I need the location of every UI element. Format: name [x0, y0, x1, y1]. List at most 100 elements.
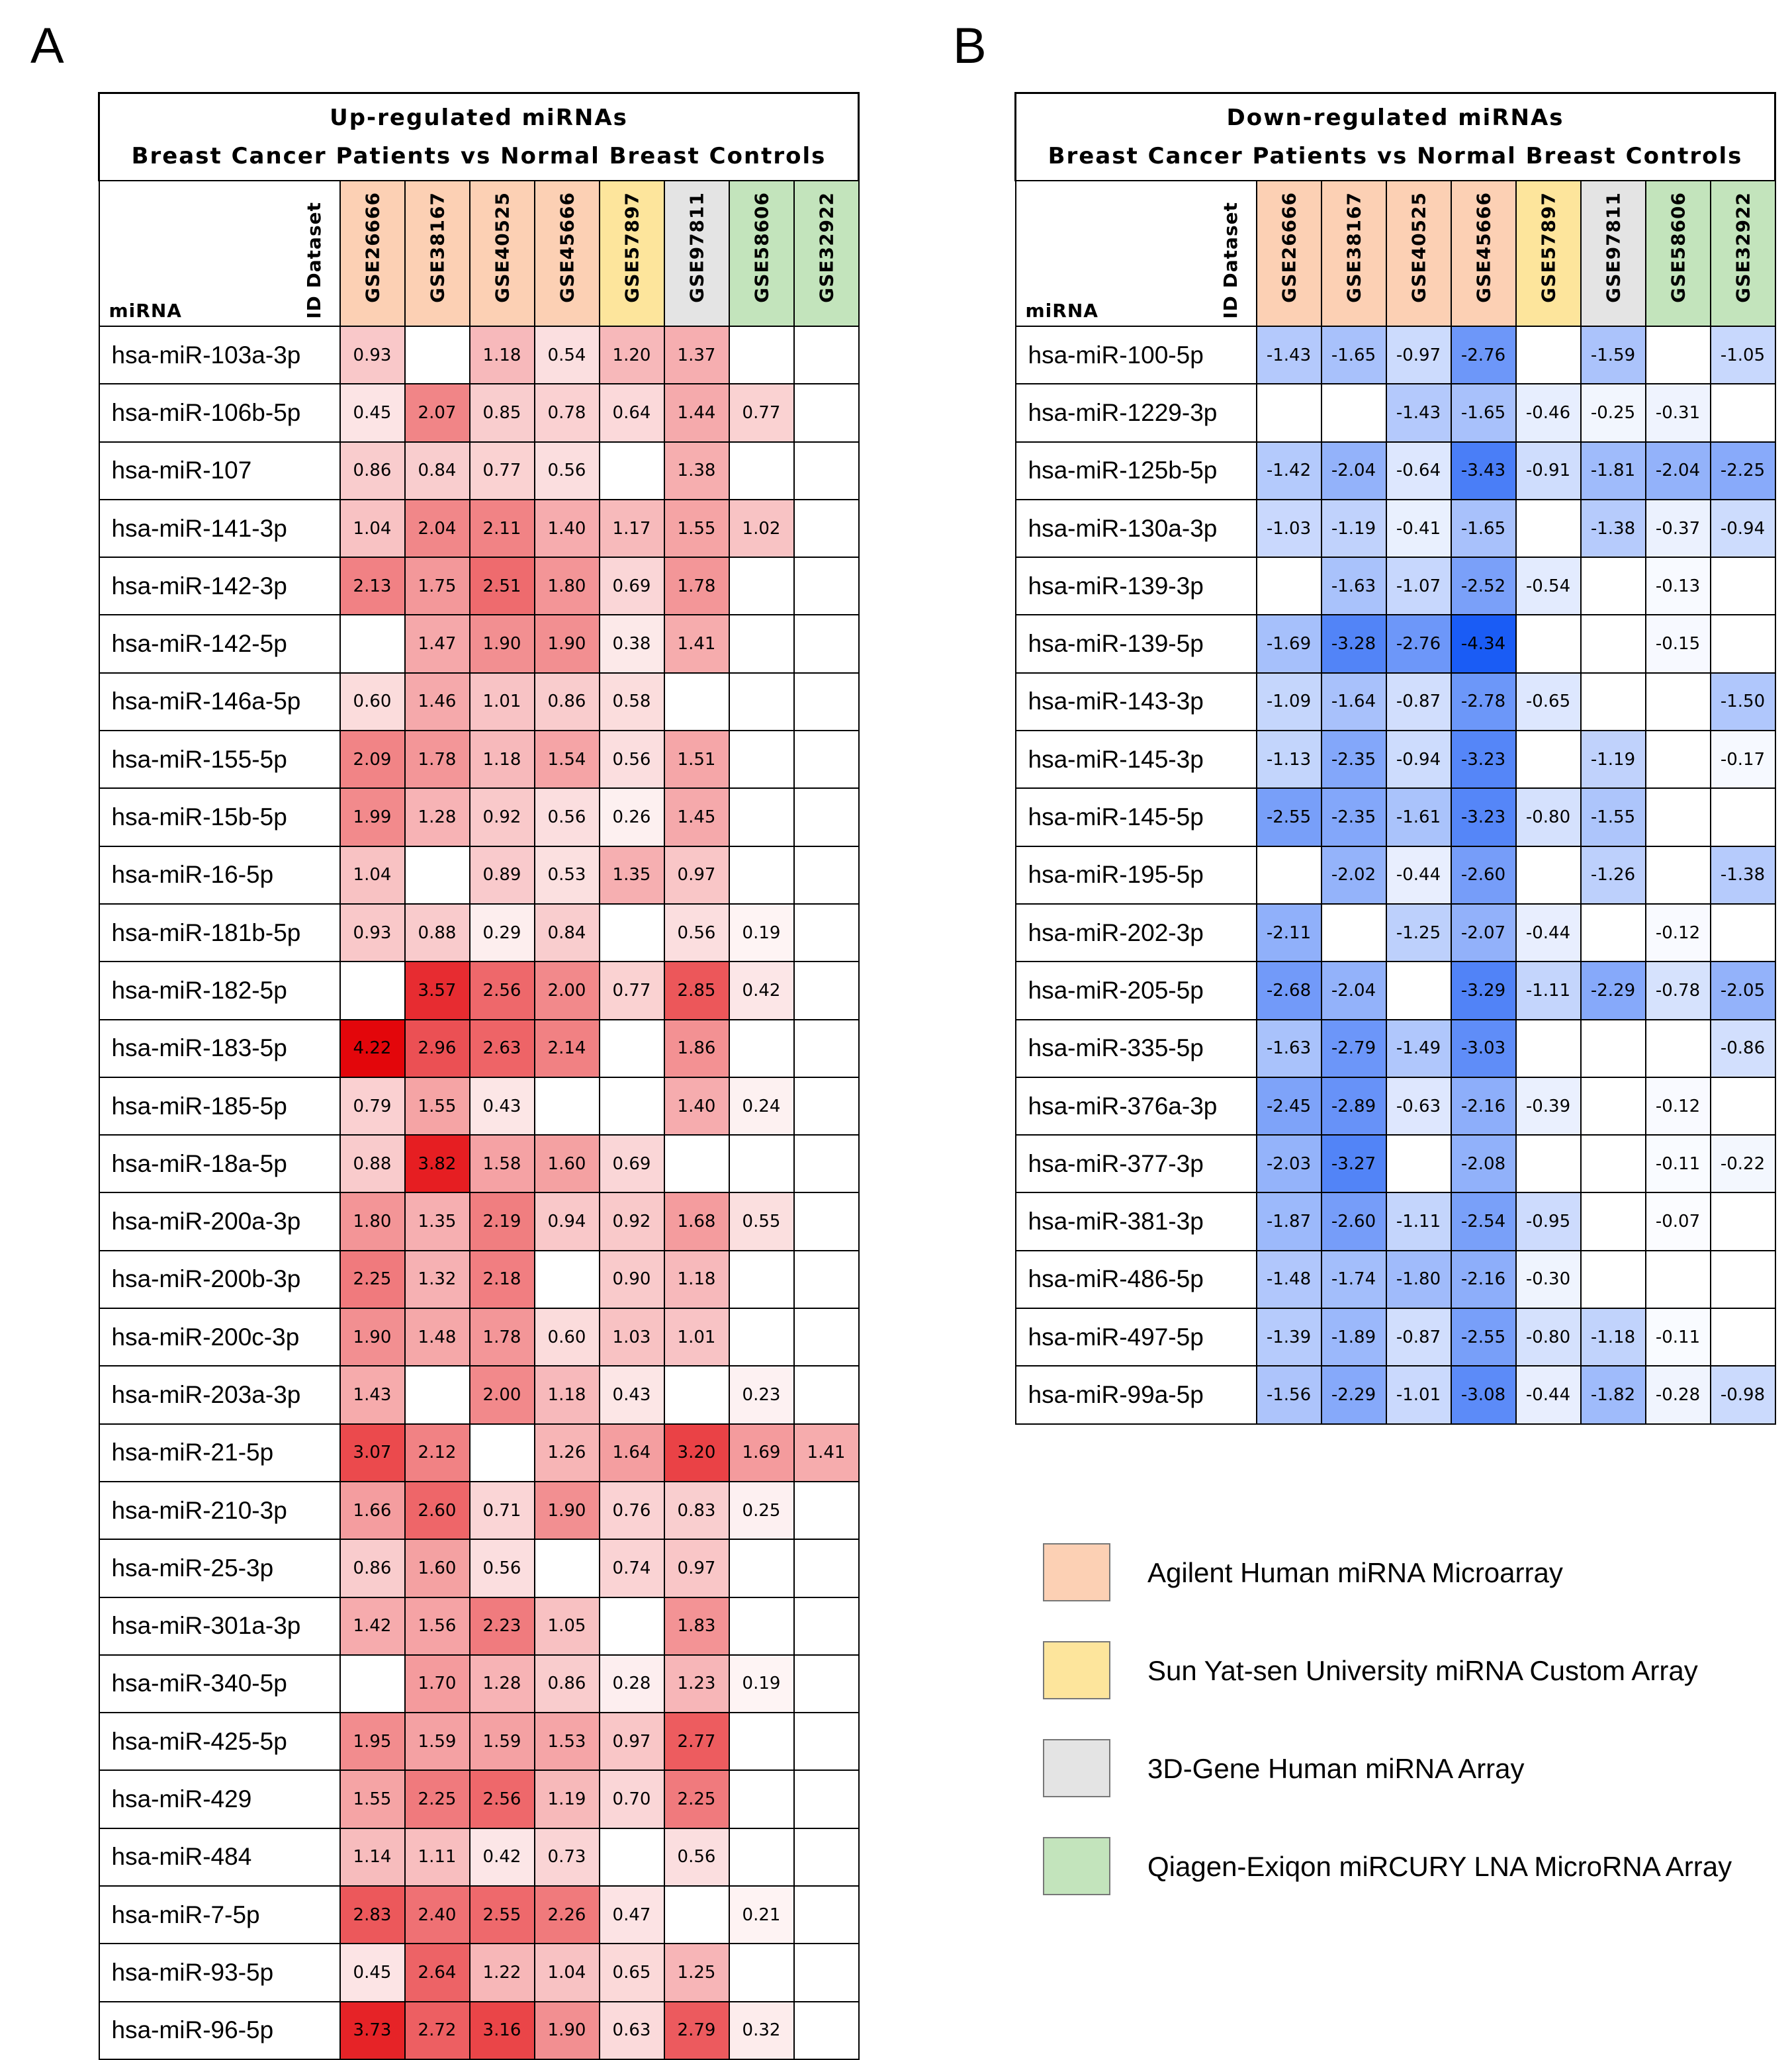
up-mirna-label: hsa-miR-142-3p — [98, 557, 341, 616]
up-heatmap-cell: 2.55 — [469, 1885, 535, 1945]
up-heatmap-cell: 0.42 — [469, 1827, 535, 1887]
up-heatmap-cell — [533, 1249, 600, 1310]
down-heatmap-cell: -2.45 — [1255, 1076, 1322, 1136]
down-heatmap-cell: -1.01 — [1385, 1365, 1452, 1425]
down-heatmap-row: hsa-miR-205-5p -2.68 -2.04 -3.29 -1.11 -2.29-… — [1014, 961, 1776, 1020]
up-heatmap-cell: 1.17 — [598, 498, 665, 559]
down-mirna-label: hsa-miR-139-5p — [1014, 614, 1257, 674]
up-heatmap-row: hsa-miR-340-5p 1.70 1.28 0.86 0.28 1.23 0.19 — [98, 1654, 860, 1714]
up-heatmap-cell: 1.47 — [404, 614, 470, 674]
up-heatmap-row: hsa-miR-106b-5p 0.45 2.07 0.85 0.78 0.64 1.44 0… — [98, 383, 860, 443]
down-heatmap-cell — [1644, 845, 1711, 905]
down-heatmap-row: hsa-miR-497-5p -1.39 -1.89 -0.87 -2.55 -0.80-… — [1014, 1308, 1776, 1367]
down-heatmap-row: hsa-miR-1229-3p -1.43 -1.65 -0.46 -0.25 -0.31 — [1014, 383, 1776, 443]
down-heatmap-cell — [1255, 557, 1322, 616]
up-heatmap-cell — [339, 961, 406, 1020]
up-heatmap-cell: 1.28 — [404, 787, 470, 847]
up-heatmap-cell: 1.26 — [533, 1423, 600, 1482]
up-heatmap-cell: 0.47 — [598, 1885, 665, 1945]
up-heatmap-cell: 2.56 — [469, 961, 535, 1020]
up-mirna-label: hsa-miR-107 — [98, 441, 341, 500]
up-heatmap-cell — [793, 325, 860, 385]
down-heatmap-cell: -1.13 — [1255, 730, 1322, 789]
down-heatmap-cell: -0.12 — [1644, 1076, 1711, 1136]
down-heatmap-cell — [1580, 1076, 1646, 1136]
up-heatmap-cell: 1.05 — [533, 1596, 600, 1656]
up-heatmap-cell: 0.29 — [469, 903, 535, 963]
down-dataset-header: GSE57897 — [1515, 180, 1582, 327]
up-heatmap-cell — [663, 672, 730, 732]
up-heatmap-row: hsa-miR-15b-5p 1.99 1.28 0.92 0.56 0.26 1.45 — [98, 787, 860, 847]
up-heatmap-cell — [793, 1076, 860, 1136]
up-heatmap-cell: 0.93 — [339, 903, 406, 963]
down-heatmap-cell: -1.05 — [1709, 325, 1776, 385]
up-heatmap-cell — [598, 1076, 665, 1136]
up-heatmap-cell: 1.58 — [469, 1134, 535, 1194]
down-mirna-label: hsa-miR-143-3p — [1014, 672, 1257, 732]
up-heatmap-cell: 0.79 — [339, 1076, 406, 1136]
up-dataset-header: GSE26666 — [339, 180, 406, 327]
up-heatmap-row: hsa-miR-301a-3p 1.42 1.56 2.23 1.05 1.83 — [98, 1596, 860, 1656]
down-heatmap-cell: -1.03 — [1255, 498, 1322, 559]
down-heatmap-cell — [1644, 1018, 1711, 1078]
down-heatmap-cell — [1709, 787, 1776, 847]
down-heatmap-cell: -0.44 — [1385, 845, 1452, 905]
up-heatmap-cell: 2.77 — [663, 1712, 730, 1771]
up-heatmap-cell: 0.54 — [533, 325, 600, 385]
down-heatmap-cell — [1255, 383, 1322, 443]
down-dataset-label: GSE38167 — [1343, 192, 1365, 303]
down-heatmap-cell: -2.11 — [1255, 903, 1322, 963]
up-heatmap-cell: 1.41 — [663, 614, 730, 674]
up-heatmap-cell: 0.58 — [598, 672, 665, 732]
up-heatmap-cell: 1.55 — [339, 1769, 406, 1829]
up-heatmap-cell — [598, 1018, 665, 1078]
up-heatmap-cell: 1.18 — [469, 325, 535, 385]
down-heatmap-cell: -1.65 — [1320, 325, 1387, 385]
down-heatmap-cell: -1.87 — [1255, 1192, 1322, 1251]
up-heatmap-row: hsa-miR-142-3p 2.13 1.75 2.51 1.80 0.69 1.78 — [98, 557, 860, 616]
down-heatmap-cell: -3.23 — [1450, 730, 1517, 789]
down-heatmap-cell: -0.95 — [1515, 1192, 1582, 1251]
up-dataset-header: GSE97811 — [663, 180, 730, 327]
up-heatmap-cell: 1.59 — [469, 1712, 535, 1771]
up-heatmap-cell — [728, 1018, 795, 1078]
up-heatmap-cell — [793, 1192, 860, 1251]
up-heatmap-cell: 1.86 — [663, 1018, 730, 1078]
up-heatmap-cell: 0.93 — [339, 325, 406, 385]
down-dataset-label: GSE57897 — [1537, 192, 1559, 303]
up-heatmap-cell: 1.66 — [339, 1480, 406, 1541]
down-heatmap-cell: -1.82 — [1580, 1365, 1646, 1425]
down-heatmap-cell — [1709, 1076, 1776, 1136]
up-dataset-label: GSE40525 — [491, 192, 513, 303]
up-heatmap-cell — [598, 903, 665, 963]
down-heatmap-cell — [1515, 1134, 1582, 1194]
up-dataset-header: GSE45666 — [533, 180, 600, 327]
up-dataset-header: GSE57897 — [598, 180, 665, 327]
up-heatmap-cell — [728, 1134, 795, 1194]
up-heatmap-cell: 2.72 — [404, 2000, 470, 2060]
up-heatmap-cell: 1.14 — [339, 1827, 406, 1887]
up-mirna-label: hsa-miR-21-5p — [98, 1423, 341, 1482]
up-heatmap-cell: 2.96 — [404, 1018, 470, 1078]
up-heatmap-cell: 0.56 — [533, 441, 600, 500]
down-heatmap-cell: -1.89 — [1320, 1308, 1387, 1367]
down-header-corner: miRNA ID Dataset — [1014, 180, 1257, 327]
up-heatmap-cell: 0.97 — [663, 845, 730, 905]
up-heatmap-cell: 1.18 — [533, 1365, 600, 1425]
up-heatmap-row: hsa-miR-142-5p 1.47 1.90 1.90 0.38 1.41 — [98, 614, 860, 674]
up-heatmap-cell — [728, 1539, 795, 1598]
down-heatmap-cell — [1644, 787, 1711, 847]
up-heatmap-row: hsa-miR-7-5p 2.83 2.40 2.55 2.26 0.47 0.21 — [98, 1885, 860, 1945]
down-heatmap-cell: -2.60 — [1450, 845, 1517, 905]
down-heatmap-cell — [1709, 383, 1776, 443]
up-heatmap-cell — [728, 1596, 795, 1656]
up-heatmap-cell: 1.78 — [663, 557, 730, 616]
down-heatmap-cell — [1709, 614, 1776, 674]
down-heatmap-cell: -1.25 — [1385, 903, 1452, 963]
up-regulated-heatmap: Up-regulated miRNAs Breast Cancer Patient… — [98, 92, 860, 2060]
up-heatmap-cell: 3.20 — [663, 1423, 730, 1482]
up-heatmap-cell: 1.59 — [404, 1712, 470, 1771]
up-heatmap-cell: 1.90 — [533, 1480, 600, 1541]
up-heatmap-cell: 1.20 — [598, 325, 665, 385]
down-heatmap-row: hsa-miR-376a-3p -2.45 -2.89 -0.63 -2.16 -0.39… — [1014, 1076, 1776, 1136]
